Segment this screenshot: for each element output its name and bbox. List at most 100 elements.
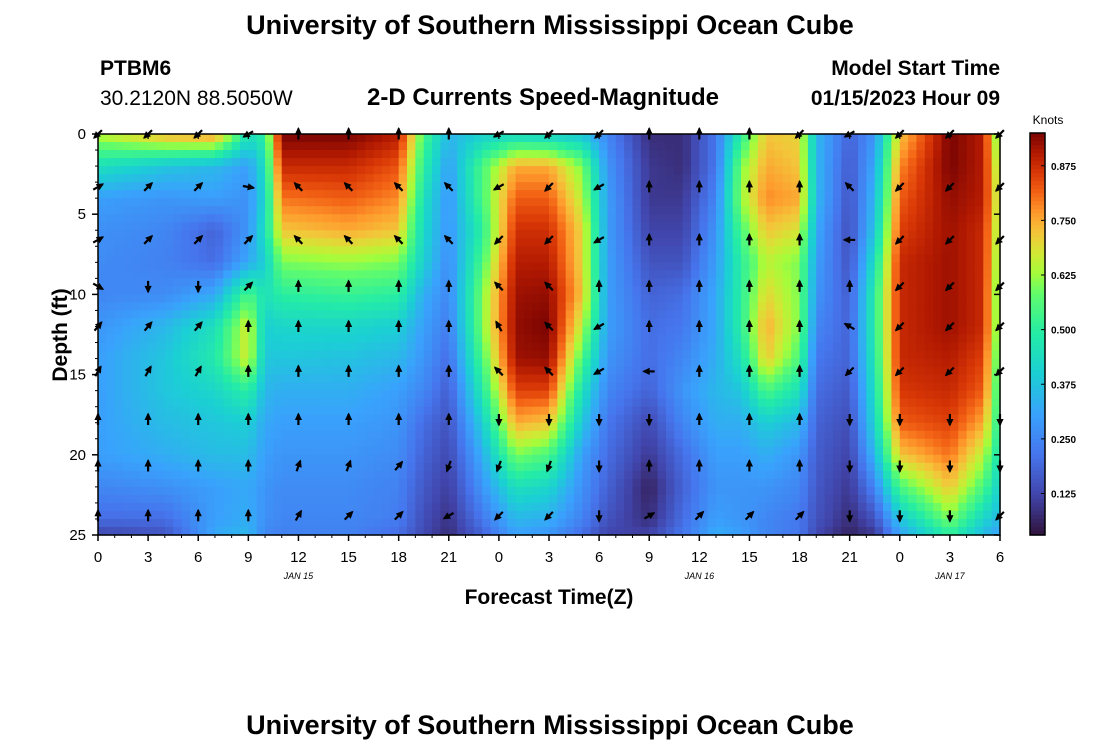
heatmap-cell — [365, 246, 375, 255]
heatmap-cell — [398, 134, 408, 143]
heatmap-cell — [323, 510, 333, 520]
heatmap-cell — [816, 286, 826, 295]
heatmap-cell — [774, 446, 784, 456]
heatmap-cell — [139, 198, 149, 207]
heatmap-cell — [164, 430, 174, 440]
heatmap-cell — [832, 494, 842, 504]
heatmap-cell — [574, 526, 584, 536]
heatmap-cell — [532, 222, 542, 231]
heatmap-cell — [398, 190, 408, 199]
heatmap-cell — [373, 318, 383, 328]
heatmap-cell — [390, 430, 400, 440]
heatmap-cell — [465, 270, 475, 279]
heatmap-cell — [657, 478, 667, 488]
heatmap-cell — [624, 438, 634, 448]
heatmap-cell — [699, 470, 709, 480]
heatmap-cell — [323, 198, 333, 207]
heatmap-cell — [883, 406, 893, 416]
heatmap-cell — [791, 510, 801, 520]
heatmap-cell — [198, 270, 208, 279]
heatmap-cell — [649, 494, 659, 504]
heatmap-cell — [214, 182, 224, 191]
heatmap-cell — [106, 238, 116, 247]
heatmap-cell — [874, 518, 884, 528]
heatmap-cell — [523, 318, 533, 328]
heatmap-cell — [98, 486, 107, 496]
heatmap-cell — [741, 294, 751, 304]
heatmap-cell — [732, 286, 742, 295]
heatmap-cell — [732, 446, 742, 456]
heatmap-cell — [315, 406, 325, 416]
heatmap-cell — [749, 166, 759, 175]
heatmap-cell — [741, 438, 751, 448]
heatmap-cell — [565, 406, 575, 416]
heatmap-cell — [473, 142, 483, 151]
heatmap-cell — [356, 262, 366, 271]
heatmap-cell — [816, 174, 826, 183]
heatmap-cell — [574, 374, 584, 384]
heatmap-cell — [473, 294, 483, 304]
heatmap-cell — [473, 422, 483, 432]
heatmap-cell — [574, 246, 584, 255]
heatmap-cell — [265, 438, 274, 448]
heatmap-cell — [615, 470, 625, 480]
heatmap-cell — [682, 254, 692, 263]
heatmap-cell — [624, 278, 634, 287]
heatmap-cell — [757, 422, 767, 432]
heatmap-cell — [423, 302, 433, 312]
heatmap-cell — [273, 270, 283, 279]
heatmap-cell — [231, 374, 241, 384]
heatmap-cell — [114, 502, 124, 512]
heatmap-cell — [574, 310, 584, 320]
heatmap-cell — [624, 470, 634, 480]
heatmap-cell — [198, 150, 208, 159]
heatmap-cell — [549, 358, 558, 368]
heatmap-cell — [682, 510, 692, 520]
heatmap-cell — [331, 342, 341, 352]
heatmap-cell — [599, 406, 609, 416]
heatmap-cell — [832, 142, 842, 151]
heatmap-cell — [423, 150, 433, 159]
heatmap-cell — [640, 510, 650, 520]
heatmap-cell — [732, 262, 742, 271]
heatmap-cell — [173, 430, 183, 440]
heatmap-cell — [908, 214, 918, 223]
heatmap-cell — [390, 478, 400, 488]
heatmap-cell — [273, 318, 283, 328]
heatmap-cell — [181, 182, 191, 191]
heatmap-cell — [465, 158, 475, 167]
heatmap-cell — [883, 366, 893, 376]
heatmap-cell — [323, 438, 333, 448]
heatmap-cell — [557, 198, 567, 207]
heatmap-cell — [557, 526, 567, 536]
heatmap-cell — [599, 294, 609, 304]
heatmap-cell — [465, 302, 475, 312]
heatmap-cell — [824, 158, 834, 167]
page-title: University of Southern Mississippi Ocean… — [246, 10, 854, 40]
heatmap-cell — [265, 502, 274, 512]
heatmap-cell — [164, 198, 174, 207]
heatmap-cell — [390, 150, 400, 159]
heatmap-cell — [590, 350, 600, 360]
heatmap-cell — [173, 262, 183, 271]
heatmap-cell — [356, 502, 366, 512]
heatmap-cell — [624, 326, 634, 336]
heatmap-cell — [532, 238, 542, 247]
heatmap-cell — [690, 502, 700, 512]
heatmap-cell — [899, 366, 909, 376]
heatmap-cell — [206, 334, 216, 344]
heatmap-cell — [782, 174, 792, 183]
heatmap-cell — [615, 414, 625, 424]
heatmap-cell — [916, 318, 926, 328]
heatmap-cell — [766, 238, 776, 247]
heatmap-cell — [858, 446, 867, 456]
heatmap-cell — [657, 406, 667, 416]
heatmap-cell — [849, 142, 859, 151]
heatmap-cell — [407, 150, 416, 159]
heatmap-cell — [532, 278, 542, 287]
heatmap-cell — [440, 294, 450, 304]
heatmap-cell — [849, 358, 859, 368]
heatmap-cell — [164, 342, 174, 352]
heatmap-cell — [841, 366, 851, 376]
heatmap-cell — [640, 382, 650, 392]
